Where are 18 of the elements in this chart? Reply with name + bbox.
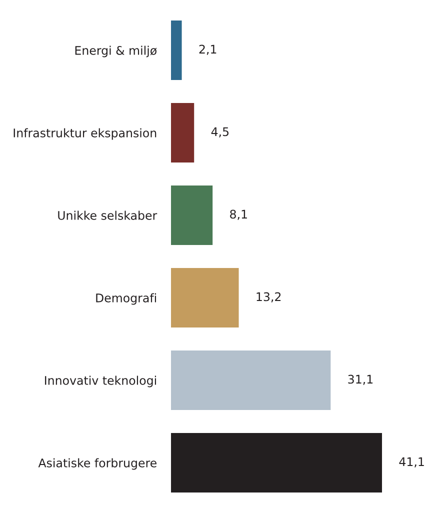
bar bbox=[171, 186, 213, 245]
bar bbox=[171, 103, 194, 162]
bar bbox=[171, 433, 382, 492]
data-label: 8,1 bbox=[230, 210, 247, 220]
data-label: 31,1 bbox=[348, 374, 373, 385]
y-tick-label: Energi & miljø bbox=[75, 46, 157, 58]
y-tick-label: Innovativ teknologi bbox=[45, 376, 156, 388]
bar bbox=[171, 350, 331, 410]
y-tick-label: Demografi bbox=[96, 293, 156, 305]
data-label: 2,1 bbox=[199, 44, 216, 55]
data-label: 41,1 bbox=[399, 457, 424, 468]
y-tick-label: Asiatiske forbrugere bbox=[38, 458, 156, 470]
bar bbox=[171, 20, 182, 80]
data-label: 13,2 bbox=[256, 292, 281, 302]
data-label: 4,5 bbox=[211, 127, 229, 138]
y-tick-label: Unikke selskaber bbox=[58, 210, 158, 220]
y-tick-label: Infrastruktur ekspansion bbox=[14, 128, 156, 140]
bar bbox=[171, 268, 239, 328]
